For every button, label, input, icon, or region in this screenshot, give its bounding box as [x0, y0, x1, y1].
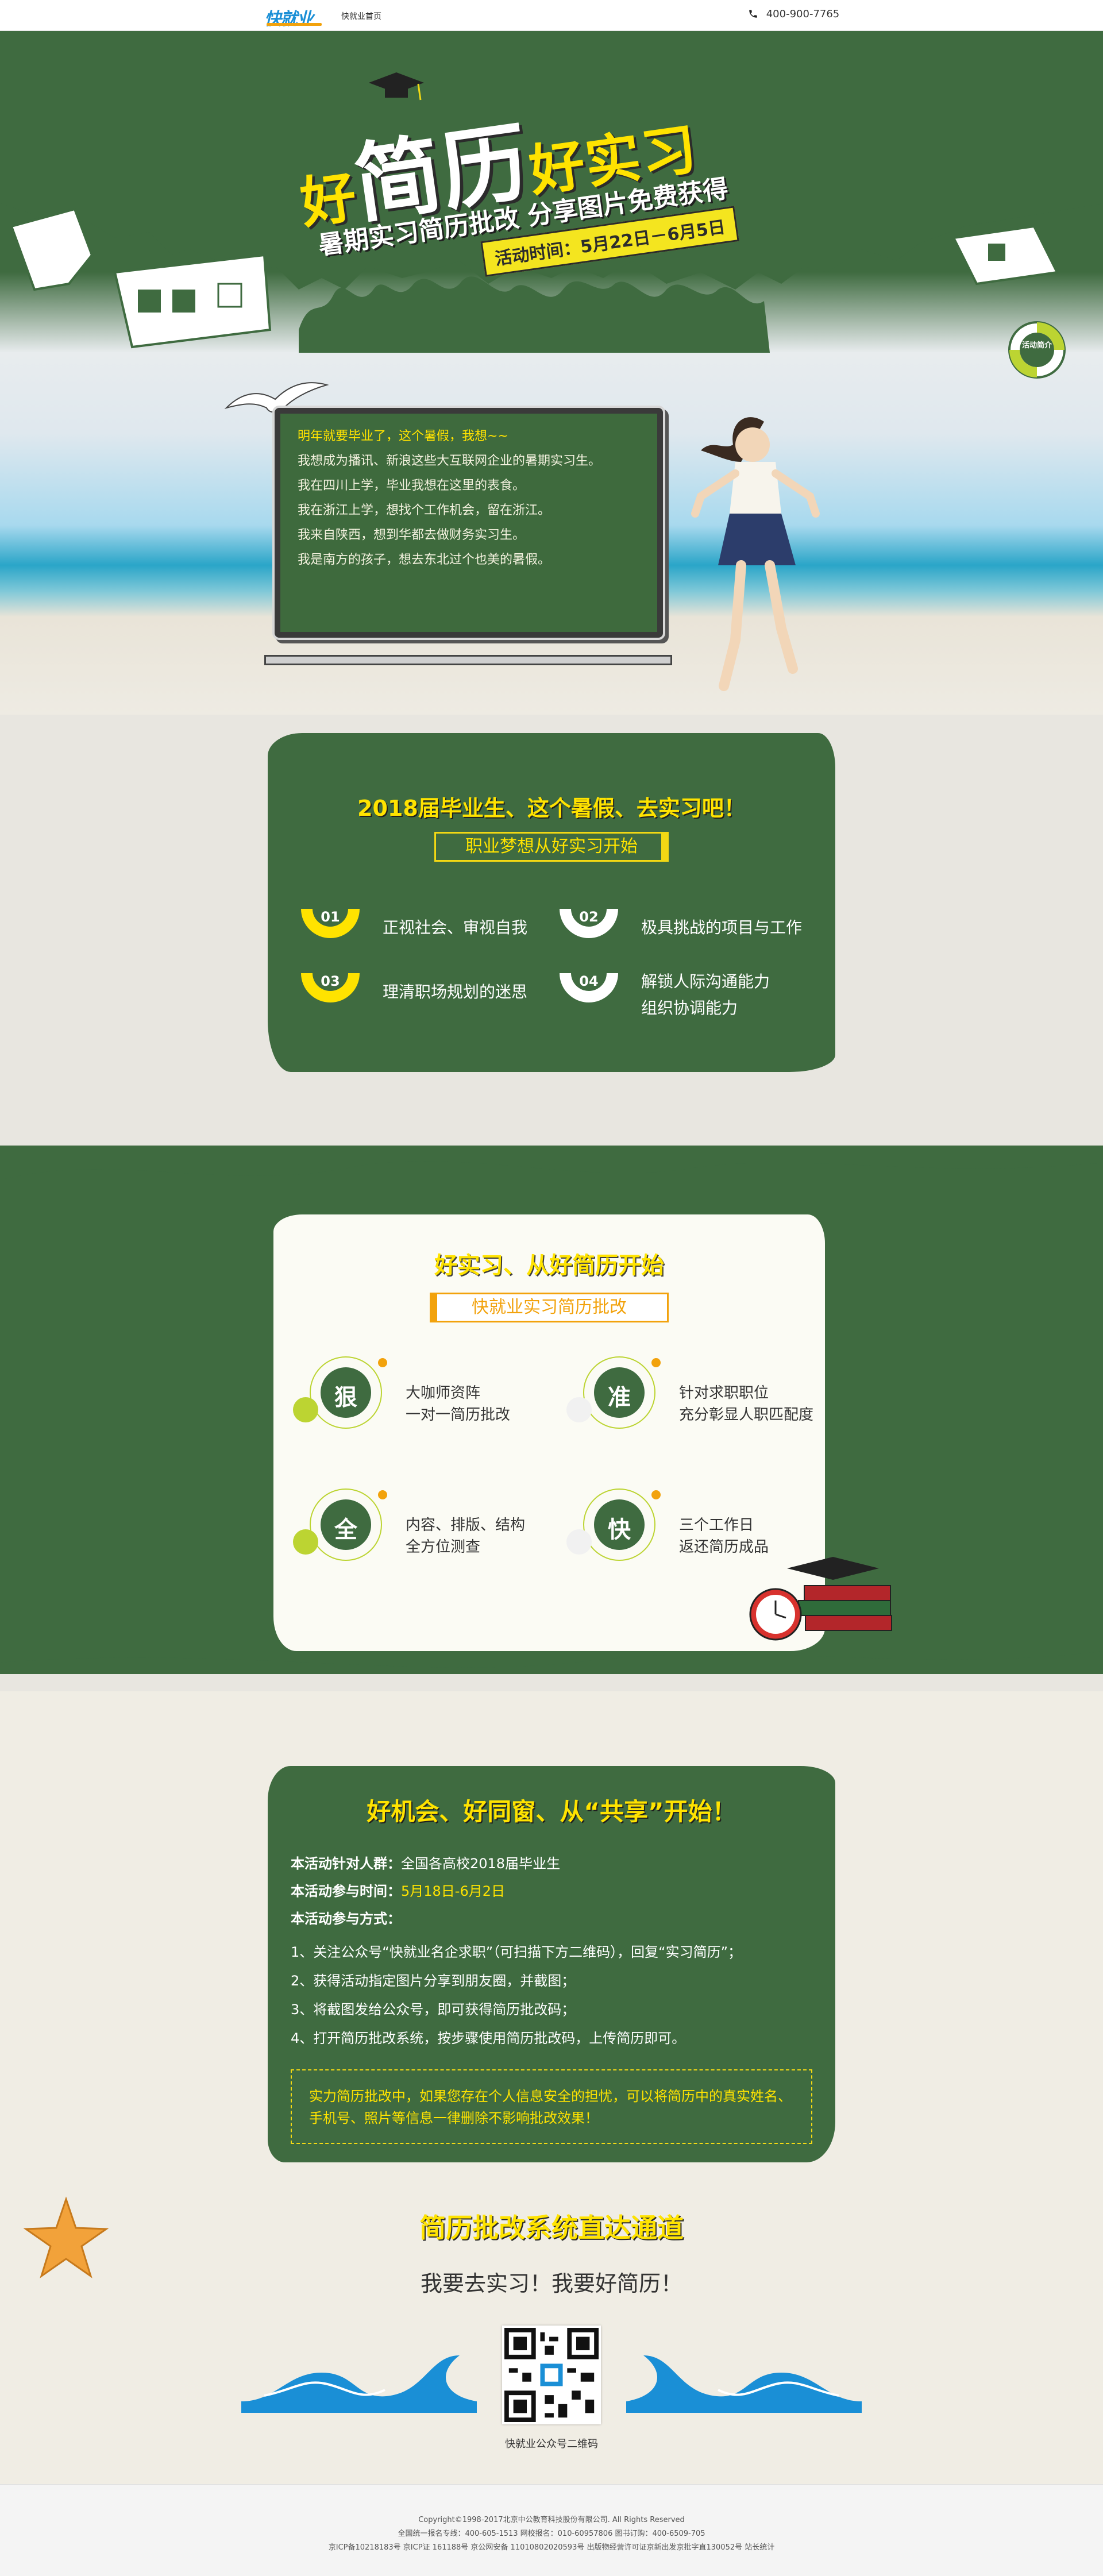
- advantage-badge: [293, 1488, 387, 1561]
- footer-license: 京ICP备10218183号 京ICP证 161188号 京公网安备 11010…: [328, 2543, 775, 2552]
- books-clock-illustration: [749, 1557, 892, 1641]
- advantage-line: 内容、排版、结构: [406, 1517, 526, 1534]
- goal-badge: [301, 909, 360, 938]
- rule-step: 2、获得活动指定图片分享到朋友圈，并截图；: [291, 1973, 576, 1989]
- phone-text: 400-900-7765: [766, 8, 840, 20]
- top-bar: 快就业 快就业首页 400-900-7765: [0, 0, 1103, 31]
- wave-left-icon: [241, 2355, 477, 2413]
- qr-caption: 快就业公众号二维码: [505, 2438, 598, 2450]
- goal-badge: [560, 909, 618, 938]
- rule-target: 本活动针对人群：全国各高校2018届毕业生: [291, 1852, 560, 1872]
- rule-label: 本活动针对人群：: [291, 1856, 401, 1872]
- goal-item: 01 正视社会、审视自我: [299, 904, 540, 950]
- goal-badge: [560, 973, 618, 1002]
- rule-step: 4、打开简历批改系统，按步骤使用简历批改码，上传简历即可。: [291, 2030, 686, 2046]
- goal-item: 03 理清职场规划的迷思: [299, 969, 540, 1015]
- chalk-line: 我来自陕西，想到华都去做财务实习生。: [298, 528, 526, 542]
- goal-number: 02: [579, 909, 599, 925]
- rule-value: 5月18日-6月2日: [401, 1883, 506, 1899]
- hero-banner: 好简历好实习 暑期实习简历批改 分享图片免费获得 活动时间：5月22日－6月5日…: [0, 31, 1103, 715]
- goal-text: 解锁人际沟通能力 组织协调能力: [641, 969, 770, 1021]
- advantage-line: 全方位测查: [406, 1538, 481, 1556]
- chalk-line: 我是南方的孩子，想去东北过个也美的暑假。: [298, 553, 551, 567]
- advantage-item: 准 针对求职职位 充分彰显人职匹配度: [558, 1352, 814, 1444]
- advantage-badge: [566, 1488, 661, 1561]
- goal-text: 理清职场规划的迷思: [383, 982, 528, 1001]
- advantage-badge: [293, 1356, 387, 1429]
- goals-tag: 职业梦想从好实习开始: [434, 832, 669, 862]
- chalkboard-ledge: [264, 655, 672, 665]
- footer-copyright: Copyright©1998-2017北京中公教育科技股份有限公司. All R…: [418, 2516, 685, 2524]
- channel-title: 简历批改系统直达通道: [419, 2212, 684, 2243]
- chalk-line: 我在四川上学，毕业我想在这里的表食。: [298, 479, 526, 493]
- phone-icon: [749, 10, 757, 18]
- chalkboard: 明年就要毕业了，这个暑假，我想~~ 我想成为播讯、新浪这些大互联网企业的暑期实习…: [275, 408, 663, 638]
- rule-label: 本活动参与时间：: [291, 1883, 401, 1899]
- mortarboard-icon: [369, 72, 424, 101]
- goal-number: 01: [321, 909, 340, 925]
- wave-right-icon: [626, 2355, 862, 2413]
- privacy-notice: 实力简历批改中，如果您存在个人信息安全的担忧，可以将简历中的真实姓名、手机号、照…: [291, 2069, 812, 2144]
- goals-section: 2018届毕业生、这个暑假、去实习吧！ 职业梦想从好实习开始 01 正视社会、审…: [0, 715, 1103, 1151]
- advantage-badge: [566, 1356, 661, 1429]
- chalk-line: 我在浙江上学，想找个工作机会，留在浙江。: [298, 503, 551, 518]
- starfish-icon: [23, 2196, 109, 2278]
- goal-number: 04: [579, 973, 599, 989]
- advantage-char: 全: [334, 1517, 357, 1543]
- advantages-title: 好实习、从好简历开始: [434, 1252, 664, 1279]
- logo-underline: [267, 23, 322, 26]
- advantage-char: 准: [608, 1385, 631, 1411]
- activity-intro-badge[interactable]: 活动简介: [1021, 341, 1052, 350]
- advantage-item: 全 内容、排版、结构 全方位测查: [285, 1484, 538, 1576]
- rule-label: 本活动参与方式：: [291, 1911, 401, 1927]
- seagull-icon: [224, 382, 329, 413]
- advantage-line: 大咖师资阵: [406, 1385, 481, 1402]
- footer: Copyright©1998-2017北京中公教育科技股份有限公司. All R…: [0, 2484, 1103, 2576]
- goal-text-line: 组织协调能力: [641, 998, 738, 1017]
- advantage-item: 狠 大咖师资阵 一对一简历批改: [285, 1352, 538, 1444]
- rule-method: 本活动参与方式：: [291, 1907, 401, 1927]
- chalk-line: 明年就要毕业了，这个暑假，我想~~: [298, 429, 508, 444]
- advantage-line: 三个工作日: [679, 1517, 754, 1534]
- goal-item: 02 极具挑战的项目与工作: [557, 904, 822, 950]
- advantage-item: 快 三个工作日 返还简历成品: [558, 1484, 811, 1576]
- goal-text-line: 解锁人际沟通能力: [641, 972, 770, 991]
- advantages-panel: 好实习、从好简历开始 快就业实习简历批改 狠 大咖师资阵 一对一简历批改 准 针…: [273, 1214, 825, 1651]
- rules-panel: 好机会、好同窗、从“共享”开始！ 本活动针对人群：全国各高校2018届毕业生 本…: [268, 1766, 835, 2162]
- footer-contact: 全国统一报名专线：400-605-1513 网校报名：010-60957806 …: [398, 2529, 705, 2538]
- advantage-line: 返还简历成品: [679, 1538, 769, 1556]
- rules-title: 好机会、好同窗、从“共享”开始！: [367, 1798, 736, 1826]
- rule-step: 3、将截图发给公众号，即可获得简历批改码；: [291, 2002, 576, 2018]
- advantage-line: 一对一简历批改: [406, 1406, 511, 1424]
- goal-text: 极具挑战的项目与工作: [641, 918, 803, 937]
- goal-item: 04 解锁人际沟通能力 组织协调能力: [557, 969, 822, 1032]
- home-link[interactable]: 快就业首页: [341, 12, 381, 21]
- phone-number: 400-900-7765: [748, 8, 839, 20]
- goals-title: 2018届毕业生、这个暑假、去实习吧！: [357, 796, 746, 821]
- lifebuoy-icon[interactable]: [1005, 318, 1069, 381]
- rule-time: 本活动参与时间：5月18日-6月2日: [291, 1880, 505, 1900]
- advantage-char: 快: [608, 1517, 631, 1543]
- goals-panel: 2018届毕业生、这个暑假、去实习吧！ 职业梦想从好实习开始 01 正视社会、审…: [268, 733, 835, 1072]
- goal-number: 03: [321, 973, 340, 989]
- rule-value: 全国各高校2018届毕业生: [401, 1856, 561, 1872]
- advantages-section: 好实习、从好简历开始 快就业实习简历批改 狠 大咖师资阵 一对一简历批改 准 针…: [0, 1105, 1103, 1726]
- goal-text: 正视社会、审视自我: [383, 918, 528, 937]
- chalk-line: 我想成为播讯、新浪这些大互联网企业的暑期实习生。: [298, 454, 601, 468]
- channel-subtitle: 我要去实习！我要好简历！: [420, 2271, 682, 2296]
- logo[interactable]: 快就业: [264, 5, 326, 29]
- girl-illustration: [691, 417, 820, 691]
- qr-code-pattern: [504, 2328, 599, 2422]
- advantage-line: 充分彰显人职匹配度: [679, 1406, 814, 1424]
- goal-badge: [301, 973, 360, 1002]
- rule-step: 1、关注公众号“快就业名企求职”（可扫描下方二维码），回复“实习简历”；: [291, 1944, 742, 1960]
- advantages-tag: 快就业实习简历批改: [430, 1293, 669, 1322]
- qr-code[interactable]: [502, 2326, 601, 2424]
- advantage-char: 狠: [334, 1385, 357, 1411]
- advantage-line: 针对求职职位: [679, 1385, 769, 1402]
- logo-text: 快就业: [264, 9, 314, 29]
